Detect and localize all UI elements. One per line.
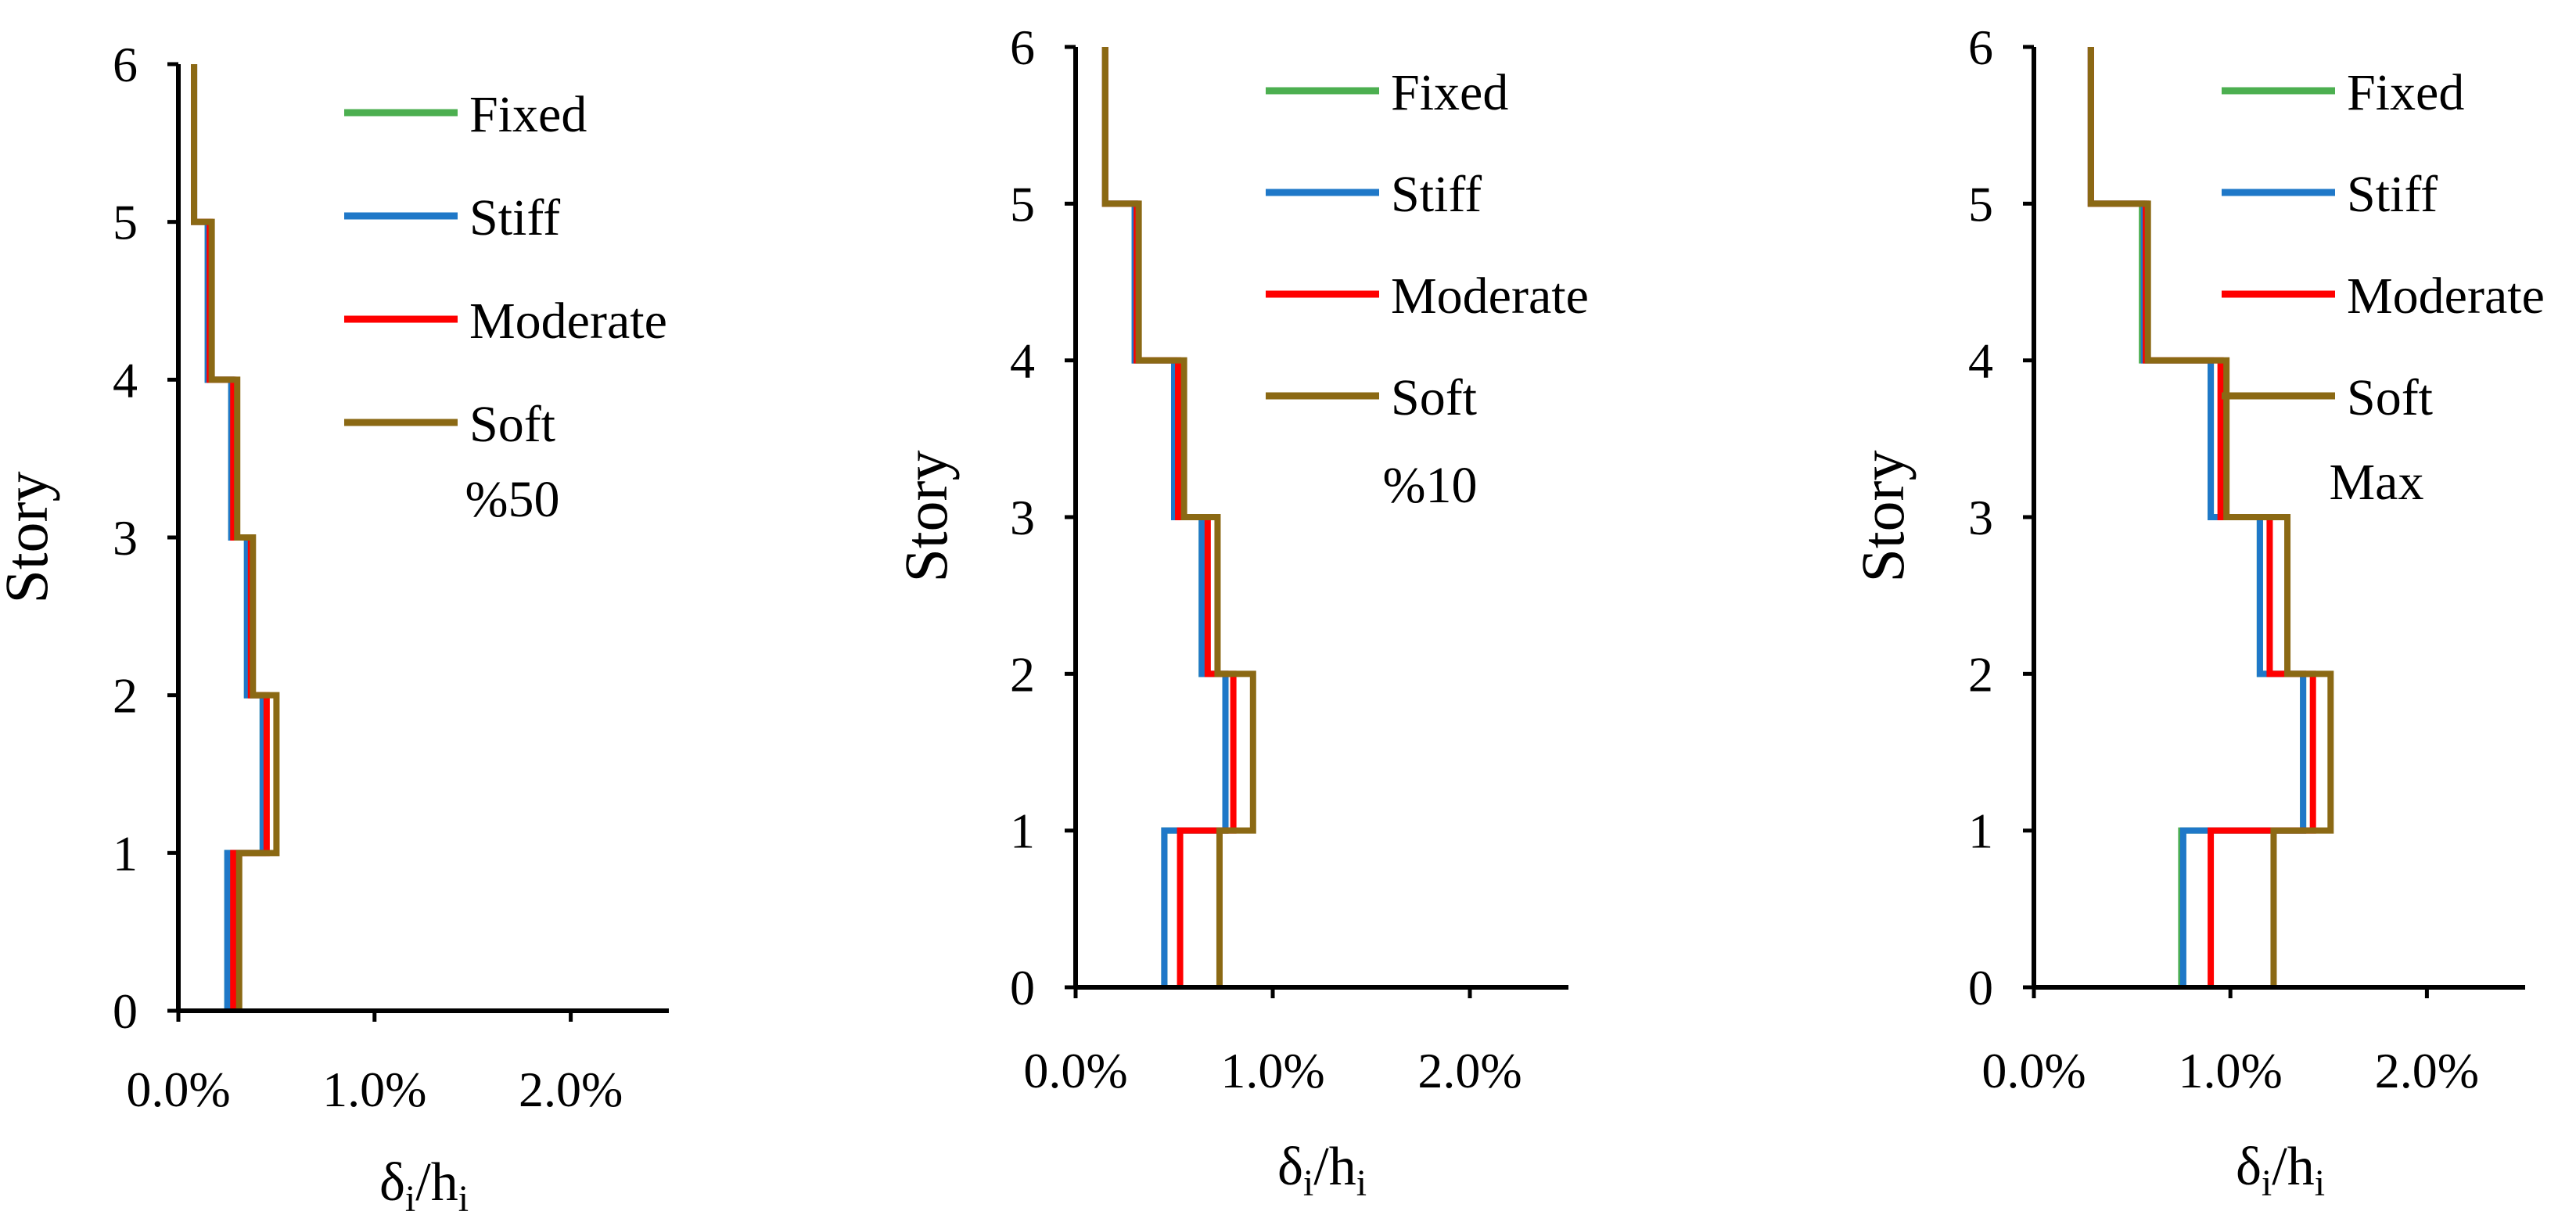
x-tick-label: 1.0%	[1220, 1043, 1324, 1098]
y-tick-label: 4	[1010, 333, 1035, 389]
chart-panel-3: 0 1 2 3 4 5 6 0.0% 1.0% 2.0% Story δi/hi Fixed Stiff M…	[1848, 20, 2545, 1204]
legend-label-fixed: Fixed	[2347, 64, 2464, 121]
y-tick-label: 6	[1010, 20, 1035, 75]
x-axis-label: δi/hi	[379, 1152, 469, 1220]
legend-label-soft: Soft	[1391, 369, 1477, 426]
legend-label-moderate: Moderate	[1391, 268, 1589, 325]
y-tick-label: 3	[113, 510, 138, 566]
x-tick-label: 2.0%	[519, 1062, 623, 1117]
y-tick-label: 3	[1010, 490, 1035, 545]
legend-label-soft: Soft	[2347, 369, 2433, 426]
x-tick-label: 0.0%	[1981, 1043, 2086, 1098]
legend-label-stiff: Stiff	[469, 189, 560, 246]
y-tick-label: 5	[1968, 176, 1993, 232]
y-axis-label: Story	[0, 471, 60, 603]
y-tick-label: 3	[1968, 490, 1993, 545]
y-tick-label: 0	[1010, 960, 1035, 1015]
y-tick-label: 5	[1010, 176, 1035, 232]
y-tick-label: 1	[1968, 803, 1993, 859]
y-tick-label: 0	[113, 983, 138, 1039]
x-tick-label: 0.0%	[126, 1062, 230, 1117]
chart-panel-2: 0 1 2 3 4 5 6 0.0% 1.0% 2.0% Story δi/hi Fixed Stiff M…	[892, 20, 1589, 1204]
legend-label-stiff: Stiff	[1391, 166, 1482, 223]
x-tick-label: 2.0%	[2375, 1043, 2479, 1098]
x-axis-label: δi/hi	[1277, 1137, 1367, 1204]
y-tick-label: 2	[1010, 646, 1035, 702]
x-tick-label: 1.0%	[2179, 1043, 2283, 1098]
y-tick-label: 6	[113, 37, 138, 92]
y-tick-label: 4	[1968, 333, 1993, 389]
legend-label-soft: Soft	[469, 396, 555, 453]
y-tick-label: 4	[113, 352, 138, 408]
y-axis-label: Story	[892, 450, 960, 582]
y-tick-label: 5	[113, 195, 138, 250]
x-axis-label: δi/hi	[2236, 1137, 2325, 1204]
series-line-soft	[191, 64, 280, 1011]
legend-label-moderate: Moderate	[2347, 268, 2545, 325]
y-axis-label: Story	[1848, 450, 1917, 582]
panel-annotation: %50	[465, 471, 560, 528]
y-tick-label: 6	[1968, 20, 1993, 75]
y-tick-label: 1	[113, 825, 138, 881]
legend-label-fixed: Fixed	[469, 86, 587, 143]
chart-panel-1: 0 1 2 3 4 5 6 0.0% 1.0% 2.0% Story δi/hi Fixed Stiff M…	[0, 37, 669, 1220]
y-tick-label: 2	[1968, 646, 1993, 702]
y-tick-label: 1	[1010, 803, 1035, 859]
x-tick-label: 1.0%	[322, 1062, 426, 1117]
panel-annotation: Max	[2330, 454, 2424, 511]
panel-annotation: %10	[1383, 457, 1478, 514]
y-tick-label: 0	[1968, 960, 1993, 1015]
x-tick-label: 0.0%	[1023, 1043, 1127, 1098]
series-line-soft	[1101, 47, 1256, 987]
y-tick-label: 2	[113, 668, 138, 724]
legend-label-fixed: Fixed	[1391, 64, 1508, 121]
x-tick-label: 2.0%	[1417, 1043, 1522, 1098]
legend-label-moderate: Moderate	[469, 293, 667, 350]
series-line-soft	[2087, 47, 2334, 987]
legend-label-stiff: Stiff	[2347, 166, 2438, 223]
